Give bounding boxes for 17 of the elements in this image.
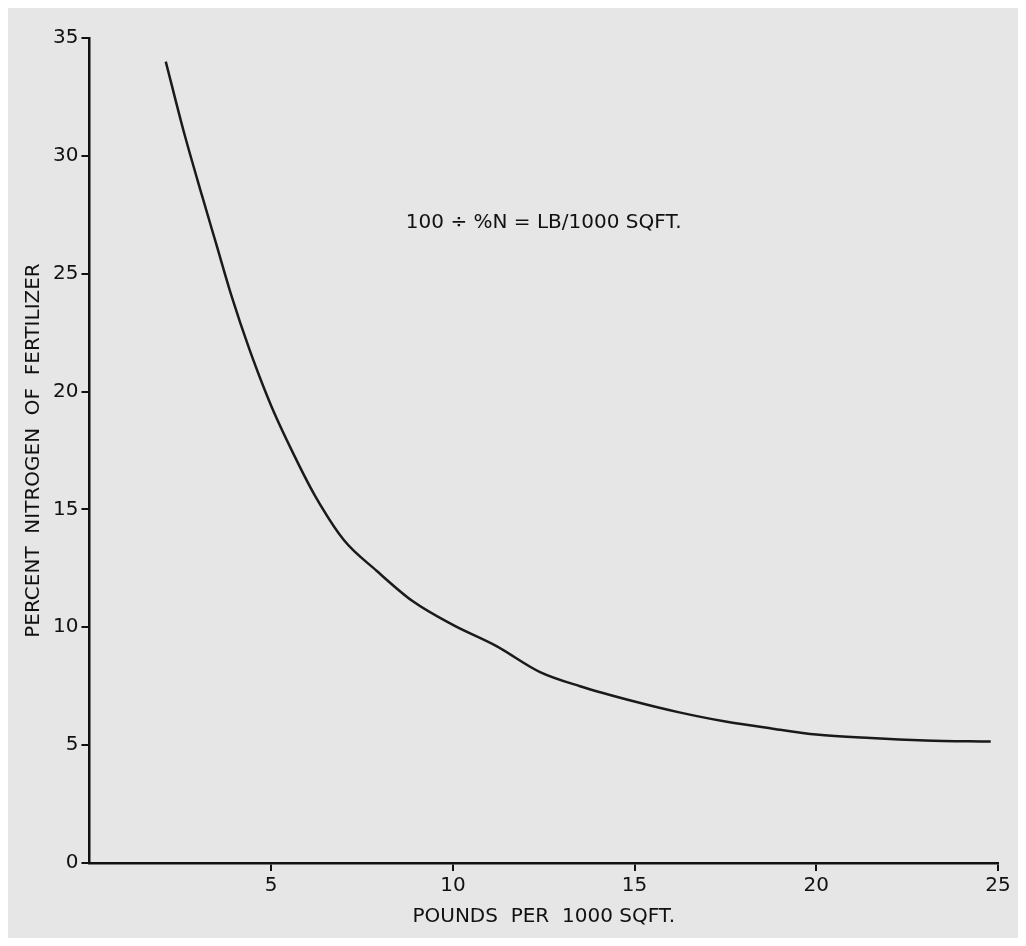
y-tick-label: 15 <box>53 495 79 520</box>
y-tick-label: 5 <box>65 731 79 756</box>
y-axis-title: PERCENT NITROGEN OF FERTILIZER <box>20 263 45 638</box>
line-series <box>164 60 992 743</box>
x-tick-label: 5 <box>264 872 278 897</box>
y-tick-label: 35 <box>53 24 79 49</box>
x-tick-label: 15 <box>621 872 648 897</box>
y-tick-label: 20 <box>53 377 79 402</box>
y-tick-label: 30 <box>53 142 79 167</box>
x-axis-title: POUNDS PER 1000 SQFT. <box>412 903 676 928</box>
y-tick-label: 10 <box>53 613 79 638</box>
annotation: 100 ÷ %N = LB/1000 SQFT. <box>405 209 682 233</box>
x-tick-label: 10 <box>440 872 466 897</box>
x-tick-label: 25 <box>985 872 1011 897</box>
y-tick-label: 25 <box>53 259 79 284</box>
y-tick-label: 0 <box>65 849 79 874</box>
x-tick-label: 20 <box>803 872 830 897</box>
